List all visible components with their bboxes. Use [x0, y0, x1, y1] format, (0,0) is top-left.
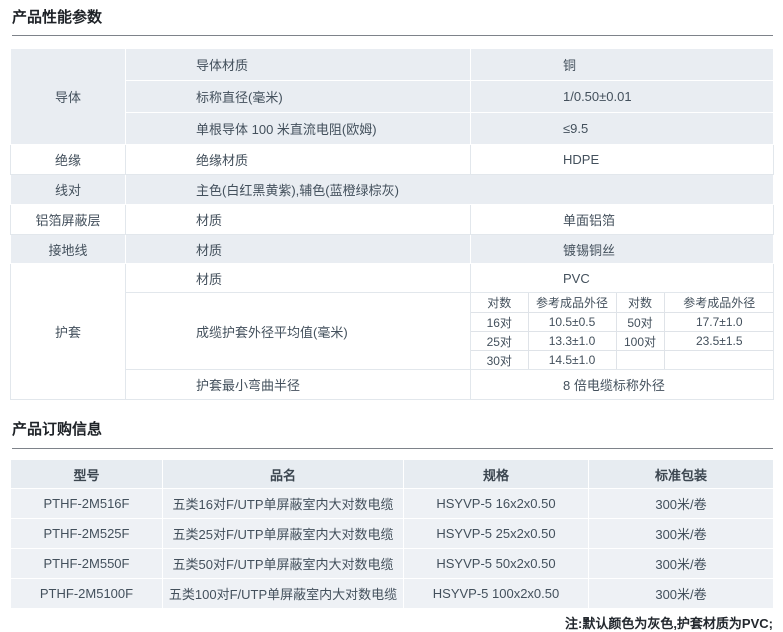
- packaging-cell: 300米/卷: [588, 578, 774, 609]
- group-label-insulation: 绝缘: [10, 144, 126, 175]
- model-cell: PTHF-2M550F: [10, 548, 163, 579]
- value-cell: PVC: [470, 263, 774, 293]
- od-cell: [663, 350, 773, 369]
- spec-cell: HSYVP-5 50x2x0.50: [403, 548, 589, 579]
- order-row: PTHF-2M550F 五类50对F/UTP单屏蔽室内大对数电缆 HSYVP-5…: [10, 548, 774, 579]
- od-data-row: 30对 14.5±1.0: [471, 350, 773, 369]
- od-cell: 50对: [615, 312, 665, 332]
- order-row: PTHF-2M5100F 五类100对F/UTP单屏蔽室内大对数电缆 HSYVP…: [10, 578, 774, 609]
- group-label-foil: 铝箔屏蔽层: [10, 204, 126, 235]
- value-cell: 铜: [470, 48, 774, 81]
- od-cell: 16对: [471, 312, 529, 332]
- od-cell: 13.3±1.0: [527, 331, 617, 351]
- column-header-packaging: 标准包装: [588, 459, 774, 489]
- name-cell: 五类50对F/UTP单屏蔽室内大对数电缆: [162, 548, 404, 579]
- table-row-pairs: 线对 主色(白红黑黄紫),辅色(蓝橙绿棕灰): [10, 174, 774, 205]
- value-cell: HDPE: [470, 144, 774, 175]
- od-cell: 17.7±1.0: [663, 312, 773, 332]
- param-label-cell: 绝缘材质: [125, 144, 471, 175]
- column-header-spec: 规格: [403, 459, 589, 489]
- table-row-insulation: 绝缘 绝缘材质 HDPE: [10, 144, 774, 175]
- name-cell: 五类16对F/UTP单屏蔽室内大对数电缆: [162, 488, 404, 519]
- model-cell: PTHF-2M5100F: [10, 578, 163, 609]
- param-label-cell: 材质: [125, 263, 471, 293]
- table-row-conductor-2: 标称直径(毫米) 1/0.50±0.01: [11, 80, 774, 113]
- order-header-row: 型号 品名 规格 标准包装: [10, 459, 774, 489]
- column-header-model: 型号: [10, 459, 163, 489]
- table-row-sheath-material: 护套 材质 PVC: [10, 263, 774, 400]
- param-label-cell: 导体材质: [125, 48, 471, 81]
- od-header-row: 对数 参考成品外径 对数 参考成品外径: [471, 293, 773, 313]
- param-label-cell: 单根导体 100 米直流电阻(欧姆): [125, 112, 471, 145]
- order-row: PTHF-2M516F 五类16对F/UTP单屏蔽室内大对数电缆 HSYVP-5…: [10, 488, 774, 519]
- od-table-cell: 对数 参考成品外径 对数 参考成品外径 16对 10.5±0.5 50对 17.…: [470, 292, 774, 370]
- divider: [12, 35, 773, 36]
- od-cell: [615, 350, 665, 369]
- table-row-ground: 接地线 材质 镀锡铜丝: [10, 234, 774, 264]
- group-label-conductor: 导体: [10, 48, 126, 145]
- od-header: 对数: [471, 293, 529, 313]
- value-cell: 单面铝箔: [470, 204, 774, 235]
- name-cell: 五类25对F/UTP单屏蔽室内大对数电缆: [162, 518, 404, 549]
- spec-cell: HSYVP-5 16x2x0.50: [403, 488, 589, 519]
- performance-table: 导体 导体材质 铜 标称直径(毫米) 1/0.50±0.01 单根导体 100 …: [10, 48, 774, 400]
- section-title-ordering: 产品订购信息: [12, 421, 103, 438]
- od-cell: 30对: [471, 350, 529, 369]
- column-header-name: 品名: [162, 459, 404, 489]
- model-cell: PTHF-2M516F: [10, 488, 163, 519]
- group-label-sheath: 护套: [10, 263, 126, 400]
- table-row-foil: 铝箔屏蔽层 材质 单面铝箔: [10, 204, 774, 235]
- table-row-conductor-1: 导体 导体材质 铜: [10, 48, 774, 145]
- od-data-row: 16对 10.5±0.5 50对 17.7±1.0: [471, 312, 773, 332]
- nested-od-table: 对数 参考成品外径 对数 参考成品外径 16对 10.5±0.5 50对 17.…: [471, 293, 773, 369]
- od-header: 对数: [615, 293, 665, 313]
- value-cell-pairs-colors: 主色(白红黑黄紫),辅色(蓝橙绿棕灰): [125, 174, 774, 205]
- table-row-conductor-3: 单根导体 100 米直流电阻(欧姆) ≤9.5: [11, 112, 774, 145]
- param-label-cell: 材质: [125, 234, 471, 264]
- od-cell: 14.5±1.0: [527, 350, 617, 369]
- section-title-performance: 产品性能参数: [12, 9, 103, 26]
- group-label-ground: 接地线: [10, 234, 126, 264]
- table-row-sheath-bend: 护套最小弯曲半径 8 倍电缆标称外径: [11, 369, 774, 400]
- od-cell: 100对: [615, 331, 665, 351]
- order-table: 型号 品名 规格 标准包装 PTHF-2M516F 五类16对F/UTP单屏蔽室…: [10, 459, 774, 609]
- table-row-sheath-od: 成缆护套外径平均值(毫米) 对数 参考成品外径 对数 参考成品外径: [11, 292, 774, 370]
- packaging-cell: 300米/卷: [588, 488, 774, 519]
- param-label-cell: 护套最小弯曲半径: [125, 369, 471, 400]
- name-cell: 五类100对F/UTP单屏蔽室内大对数电缆: [162, 578, 404, 609]
- spec-cell: HSYVP-5 100x2x0.50: [403, 578, 589, 609]
- value-cell: 镀锡铜丝: [470, 234, 774, 264]
- value-cell: 1/0.50±0.01: [470, 80, 774, 113]
- param-label-cell: 成缆护套外径平均值(毫米): [125, 292, 471, 370]
- od-cell: 25对: [471, 331, 529, 351]
- order-row: PTHF-2M525F 五类25对F/UTP单屏蔽室内大对数电缆 HSYVP-5…: [10, 518, 774, 549]
- param-label-cell: 材质: [125, 204, 471, 235]
- od-cell: 23.5±1.5: [663, 331, 773, 351]
- packaging-cell: 300米/卷: [588, 518, 774, 549]
- model-cell: PTHF-2M525F: [10, 518, 163, 549]
- group-label-pairs: 线对: [10, 174, 126, 205]
- od-cell: 10.5±0.5: [527, 312, 617, 332]
- value-cell: 8 倍电缆标称外径: [470, 369, 774, 400]
- note-text: 注:默认颜色为灰色,护套材质为PVC;: [564, 616, 773, 631]
- spec-cell: HSYVP-5 25x2x0.50: [403, 518, 589, 549]
- param-label-cell: 标称直径(毫米): [125, 80, 471, 113]
- packaging-cell: 300米/卷: [588, 548, 774, 579]
- od-header: 参考成品外径: [663, 293, 773, 313]
- value-cell: ≤9.5: [470, 112, 774, 145]
- divider: [12, 448, 773, 449]
- od-data-row: 25对 13.3±1.0 100对 23.5±1.5: [471, 331, 773, 351]
- od-header: 参考成品外径: [527, 293, 617, 313]
